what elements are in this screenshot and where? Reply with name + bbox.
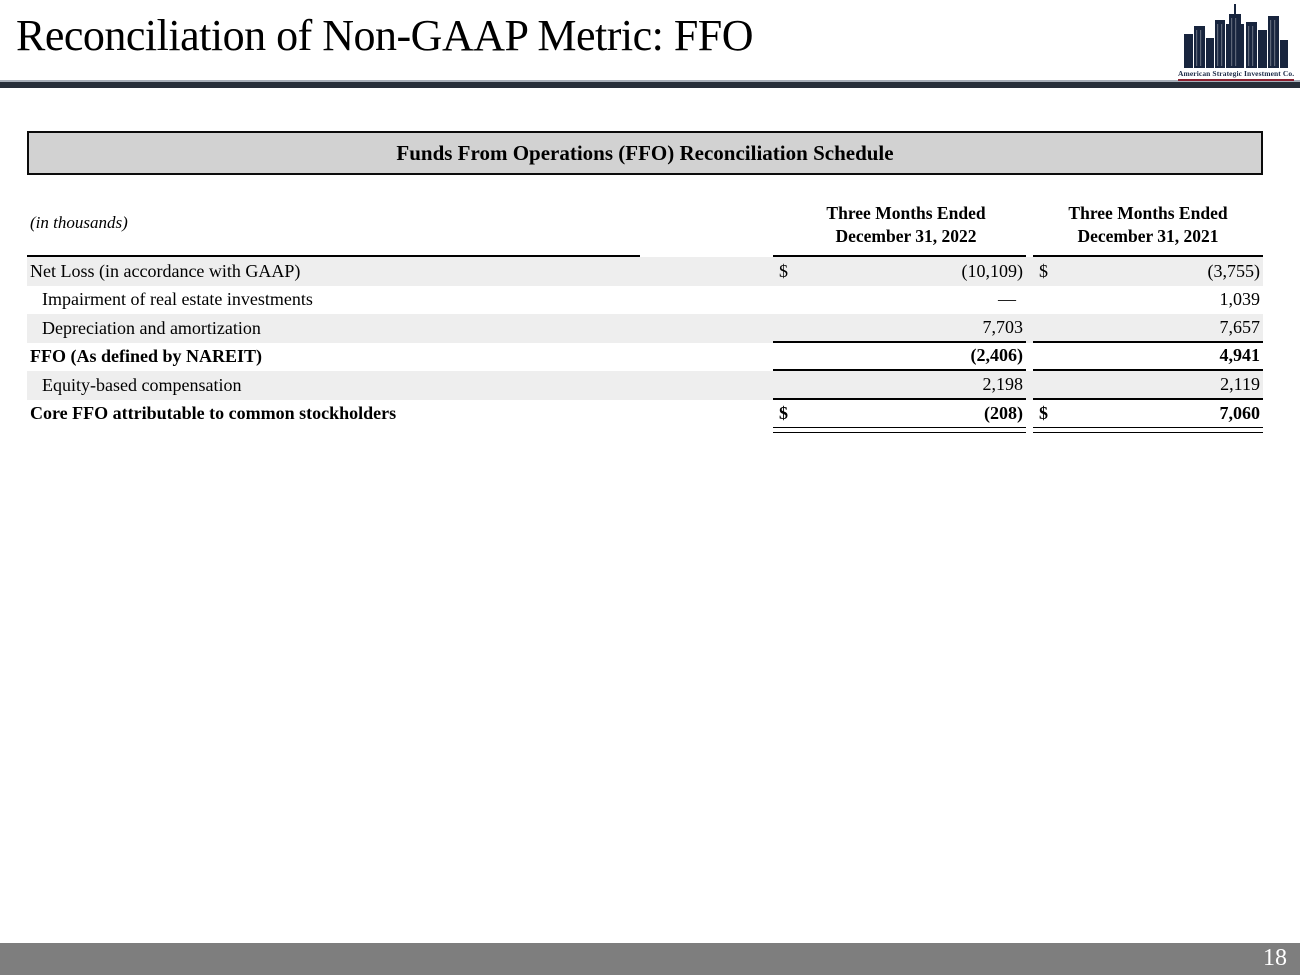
table-row-net-loss: Net Loss (in accordance with GAAP) $ (10… [27, 257, 1263, 286]
table-row-core-ffo: Core FFO attributable to common stockhol… [27, 400, 1263, 428]
value-cell-2022: 7,703 [773, 314, 1026, 343]
row-label: Impairment of real estate investments [42, 289, 313, 310]
header-rule-2021-column [1033, 255, 1263, 257]
row-label: Equity-based compensation [42, 374, 242, 395]
table-row-equity-compensation: Equity-based compensation 2,198 2,119 [27, 371, 1263, 400]
value-cell-2021: 7,657 [1033, 314, 1263, 343]
row-label: FFO (As defined by NAREIT) [30, 346, 263, 367]
value-2022: — [998, 289, 1016, 310]
column-header-2021-line1: Three Months Ended [1068, 203, 1228, 223]
value-2021: 1,039 [1219, 289, 1261, 310]
schedule-heading: Funds From Operations (FFO) Reconciliati… [396, 140, 894, 165]
logo-underline [1178, 79, 1294, 81]
value-cell-2021: 2,119 [1033, 371, 1263, 400]
value-2022: 2,198 [982, 373, 1024, 394]
value-cell-2022: (2,406) [773, 343, 1026, 371]
row-label: Net Loss (in accordance with GAAP) [30, 260, 301, 281]
currency-symbol: $ [779, 260, 788, 281]
page-title: Reconciliation of Non-GAAP Metric: FFO [16, 11, 754, 60]
value-cell-2021: 4,941 [1033, 343, 1263, 371]
column-header-2022-line2: December 31, 2022 [835, 226, 977, 246]
table-body: Net Loss (in accordance with GAAP) $ (10… [27, 257, 1263, 428]
row-label: Depreciation and amortization [42, 317, 261, 338]
value-cell-2022: 2,198 [773, 371, 1026, 400]
value-cell-2022: $ (208) [773, 400, 1026, 428]
footer-bar: 18 [0, 943, 1300, 975]
column-header-2022: Three Months Ended December 31, 2022 [781, 202, 1031, 248]
double-underline-2022 [773, 431, 1026, 434]
value-2022: 7,703 [982, 316, 1024, 337]
schedule-heading-box: Funds From Operations (FFO) Reconciliati… [27, 131, 1263, 175]
double-underline-2021 [1033, 431, 1263, 434]
value-cell-2021: $ (3,755) [1033, 257, 1263, 286]
logo-company-name: American Strategic Investment Co. [1178, 69, 1295, 78]
units-note: (in thousands) [30, 213, 128, 232]
city-skyline-icon [1178, 4, 1294, 68]
value-cell-2022: $ (10,109) [773, 257, 1026, 286]
value-cell-2022: — [773, 286, 1026, 315]
value-2021: 4,941 [1219, 345, 1261, 366]
page-number: 18 [1263, 945, 1287, 971]
value-2022: (2,406) [970, 345, 1024, 366]
value-2021: 7,657 [1219, 316, 1261, 337]
currency-symbol: $ [1039, 402, 1048, 423]
value-2022: (10,109) [961, 260, 1024, 281]
value-2021: (3,755) [1207, 260, 1261, 281]
table-row-depreciation: Depreciation and amortization 7,703 7,65… [27, 314, 1263, 343]
value-2021: 2,119 [1220, 373, 1260, 394]
value-2021: 7,060 [1219, 402, 1261, 423]
column-header-2022-line1: Three Months Ended [826, 203, 986, 223]
value-2022: (208) [984, 402, 1023, 423]
ffo-reconciliation-table: (in thousands) Three Months Ended Decemb… [27, 196, 1263, 446]
currency-symbol: $ [779, 402, 788, 423]
table-row-impairment: Impairment of real estate investments — … [27, 286, 1263, 315]
table-row-ffo-nareit: FFO (As defined by NAREIT) (2,406) 4,941 [27, 343, 1263, 371]
company-logo: American Strategic Investment Co. [1178, 4, 1294, 81]
column-header-2021: Three Months Ended December 31, 2021 [1033, 202, 1263, 248]
row-label: Core FFO attributable to common stockhol… [30, 403, 397, 424]
currency-symbol: $ [1039, 260, 1048, 281]
value-cell-2021: 1,039 [1033, 286, 1263, 315]
header-rule-2022-column [773, 255, 1026, 257]
header-rule-label-column [27, 255, 640, 257]
title-divider-rule [0, 80, 1300, 88]
value-cell-2021: $ 7,060 [1033, 400, 1263, 428]
column-header-2021-line2: December 31, 2021 [1077, 226, 1219, 246]
